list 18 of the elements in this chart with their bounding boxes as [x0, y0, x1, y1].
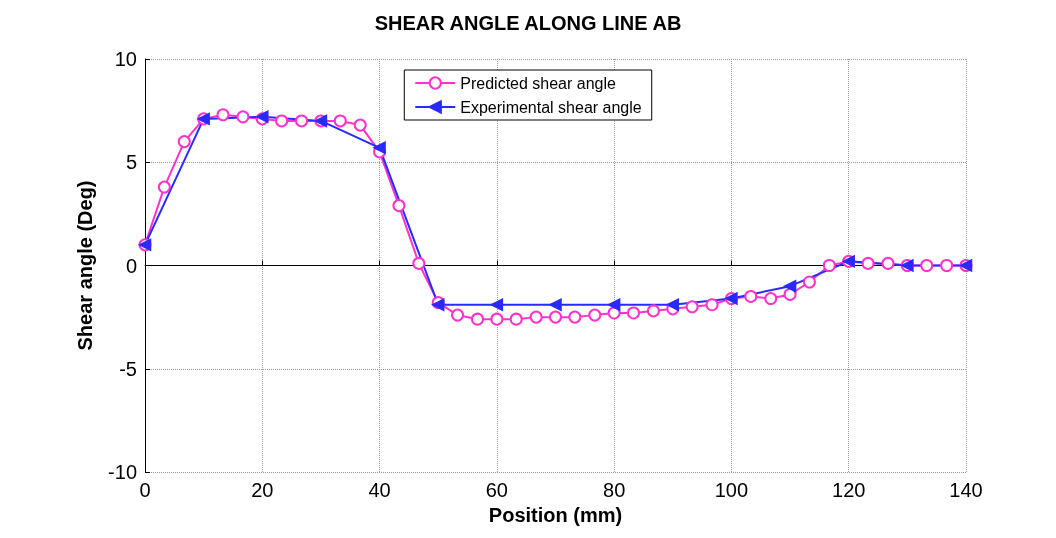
x-tick-label: 80: [603, 479, 626, 501]
legend-label: Predicted shear angle: [460, 74, 617, 92]
y-tick-label: 10: [114, 48, 137, 70]
x-axis-title: Position (mm): [488, 503, 623, 526]
x-tick-label: 120: [832, 479, 866, 501]
y-tick-label: -5: [119, 357, 137, 380]
y-tick-label: -10: [108, 461, 137, 483]
chart-title: SHEAR ANGLE ALONG LINE AB: [374, 12, 682, 34]
x-tick-label: 140: [949, 479, 983, 501]
y-tick-label: 0: [125, 254, 137, 277]
legend-label: Experimental shear angle: [460, 98, 642, 116]
y-tick-label: 5: [125, 151, 137, 174]
x-tick-label: 60: [485, 479, 508, 501]
x-tick-label: 100: [714, 479, 749, 501]
x-tick-label: 20: [251, 479, 274, 501]
x-tick-label: 40: [368, 479, 391, 501]
x-tick-label: 0: [139, 479, 151, 501]
y-axis-title: Shear angle (Deg): [74, 180, 96, 351]
